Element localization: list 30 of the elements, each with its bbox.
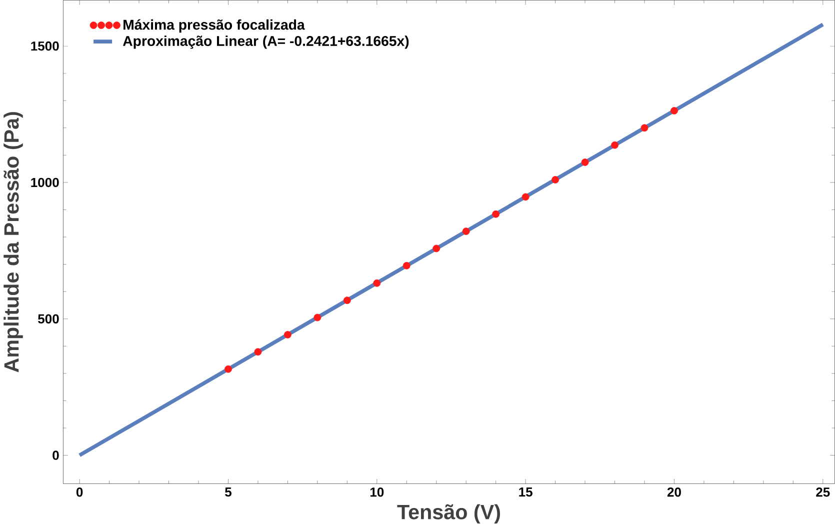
x-tick-label: 5 [225, 487, 232, 497]
y-axis-title: Amplitude da Pressão (Pa) [4, 112, 23, 372]
point [224, 365, 232, 373]
point [254, 348, 262, 356]
point [402, 262, 410, 270]
legend-label: Aproximação Linear (A= -0.2421+63.1665x) [122, 36, 409, 49]
y-tick-label: 500 [38, 314, 59, 324]
point [373, 279, 381, 287]
x-tick-label: 25 [816, 487, 830, 497]
x-tick-label: 15 [519, 487, 532, 497]
point [640, 124, 648, 132]
point [462, 228, 470, 235]
y-tick-label: 0 [52, 450, 59, 460]
legend-label: Máxima pressão focalizada [124, 19, 305, 33]
y-tick-label: 1500 [31, 41, 59, 51]
point [581, 158, 589, 166]
point [284, 330, 292, 338]
x-tick-label: 20 [667, 487, 681, 497]
x-tick-label: 0 [76, 487, 83, 497]
point [522, 193, 530, 201]
point [670, 106, 678, 114]
y-tick-label: 1000 [31, 178, 59, 188]
x-tick-label: 10 [370, 487, 384, 497]
point [432, 244, 440, 252]
point [343, 296, 351, 304]
point [611, 141, 618, 149]
point [492, 210, 500, 218]
x-axis-title: Tensão (V) [397, 504, 500, 524]
point [552, 176, 559, 184]
point [314, 314, 322, 322]
